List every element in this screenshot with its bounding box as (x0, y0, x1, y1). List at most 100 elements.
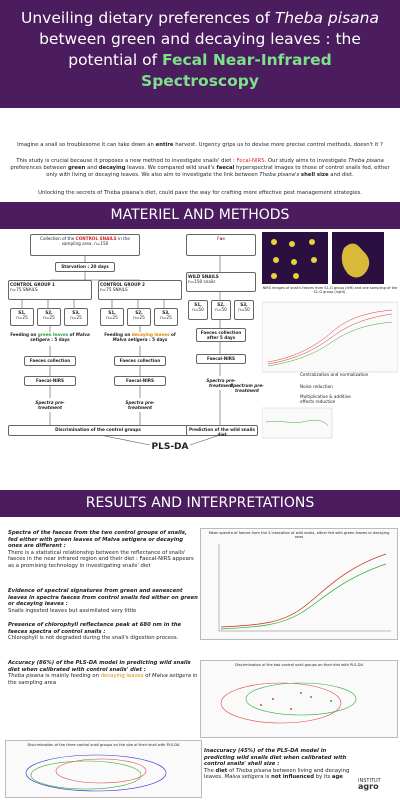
text: S2, (217, 302, 225, 307)
text: Theba pisana (8, 673, 44, 680)
text: not influenced (271, 774, 315, 781)
flow-box: WILD SNAILS n=150 snails (186, 272, 256, 292)
text: n=75 SNAILS (10, 287, 38, 293)
result-body: Snails ingested leaves but assimilated v… (8, 607, 137, 614)
flow-box: S1, n=50 (188, 300, 208, 320)
title-text: Unveiling dietary preferences of (21, 9, 275, 27)
flow-box: S3, n=25 (64, 308, 88, 326)
text: F (217, 236, 220, 241)
intro-paragraph: Imagine a snail so troublesome it can ta… (10, 142, 390, 149)
figure-drawing (220, 682, 357, 724)
text: Malva setigera (224, 774, 264, 781)
flow-label: Spectra pre-treatment (125, 400, 155, 411)
text: n=75 SNAILS (100, 287, 128, 293)
text: Collection of the (40, 236, 76, 241)
figure-title: Discrimination of the three control snai… (27, 743, 180, 747)
flow-box: CONTROL GROUP 1 n=75 SNAILS (8, 280, 92, 300)
logo-text: INSTITUT (358, 778, 381, 784)
figure-title: Mean spectra of faeces from the 3 inseca… (208, 531, 390, 539)
text: of (143, 673, 153, 680)
result: Inaccuracy (45%) of the PLS-DA model in … (204, 748, 354, 781)
text: Malva setigera (112, 337, 148, 343)
text: n=25 (43, 315, 55, 321)
size-figure: Discrimination of the three control snai… (5, 740, 202, 798)
text: diet (215, 767, 228, 774)
text: e (222, 236, 225, 241)
flow-box: Discrimination of the control groups (8, 425, 188, 436)
text: n=25 (70, 315, 82, 321)
flow-box: S1, n=25 (100, 308, 124, 326)
flow-box: S1, n=25 (10, 308, 34, 326)
text: of (227, 767, 236, 774)
result: Evidence of spectral signatures from gre… (8, 588, 198, 614)
text: : 5 days (49, 337, 70, 343)
text: Theba pisana's (259, 172, 300, 178)
flow-box: Faecal-NIRS (24, 376, 76, 386)
text: S3, (162, 310, 170, 315)
text: shell size (300, 172, 329, 178)
text: and (85, 165, 99, 171)
flow-box: S2, n=25 (37, 308, 61, 326)
text: CONTROL GROUP 1 (10, 282, 55, 287)
text: faecal (216, 165, 235, 171)
text: S3, (72, 310, 80, 315)
text: Unlocking the secrets of Theba pisana's … (38, 190, 362, 196)
flow-label: Feeding on decaying leaves of Malva seti… (98, 332, 182, 342)
result: Spectra of the faeces from the two contr… (8, 530, 198, 570)
text: between living and decaying leaves. (204, 767, 350, 781)
flow-box: Fae (186, 234, 256, 256)
text: decaying leaves (100, 673, 144, 680)
flow-label: Spectra pre-treatment (35, 400, 65, 411)
text: n=50 (238, 307, 250, 313)
text: age (331, 774, 343, 781)
result-body: Chlorophyll is not degraded during the s… (8, 635, 179, 642)
text: Fecal-NIRS (236, 158, 265, 164)
text: Theba pisana (235, 767, 272, 774)
text: Theba pisana (348, 158, 384, 164)
title-highlight: Fecal Near-Infrared Spectroscopy (141, 51, 332, 90)
text: entire (155, 142, 174, 148)
text: S1, (18, 310, 26, 315)
intro-paragraph: Unlocking the secrets of Theba pisana's … (10, 190, 390, 197)
flow-box: S2, n=50 (211, 300, 231, 320)
text: Feeding on (104, 332, 132, 337)
title-text: between green and decaying leaves : the … (39, 30, 361, 69)
flow-box: S2, n=25 (127, 308, 151, 326)
text: n=50 (215, 307, 227, 313)
header (0, 0, 400, 108)
text: is mainly feeding on (43, 673, 101, 680)
figure-drawing (218, 544, 391, 632)
flow-box: Faecal-NIRS (114, 376, 166, 386)
figure-title: Discrimination of the two control snail … (235, 663, 363, 667)
text: WILD SNAILS (188, 274, 219, 279)
flow-box: Faecal-NIRS (196, 354, 246, 364)
result-heading: Presence of chlorophyll reflectance peak… (8, 622, 182, 635)
result-heading: Evidence of spectral signatures from gre… (8, 588, 198, 608)
flow-box: Faeces collection (24, 356, 76, 366)
result-body: There is a statistical relationship betw… (8, 549, 194, 569)
model-label: PLS-DA (151, 442, 189, 452)
flow-box: Starvation : 20 days (55, 262, 115, 272)
text: n=25 (106, 315, 118, 321)
text: decaying leaves (131, 332, 170, 337)
text: of (68, 332, 76, 337)
text: green (68, 165, 86, 171)
text: Imagine a snail so troublesome it can ta… (17, 142, 156, 148)
pretreatment-step: Multiplicative & additive effects reduct… (300, 394, 351, 405)
text: Malva setigera (30, 332, 90, 343)
section-title: RESULTS AND INTERPRETATIONS (0, 490, 400, 517)
logo: INSTITUT agro (358, 778, 398, 791)
text: S2, (135, 310, 143, 315)
text: preferences between (10, 165, 68, 171)
flow-box: S3, n=25 (154, 308, 178, 326)
text: leaves. We compared wild snail's (125, 165, 217, 171)
pretreatment-step: Noise reduction (300, 384, 333, 389)
text: n=50 (192, 307, 204, 313)
logo-text: agro (358, 782, 379, 791)
text: Malva setigera (152, 673, 191, 680)
text: by its (314, 774, 332, 781)
text: S1, (108, 310, 116, 315)
spectra-figure: Mean spectra of faeces from the 3 inseca… (200, 528, 398, 640)
methods-figures (262, 232, 398, 439)
